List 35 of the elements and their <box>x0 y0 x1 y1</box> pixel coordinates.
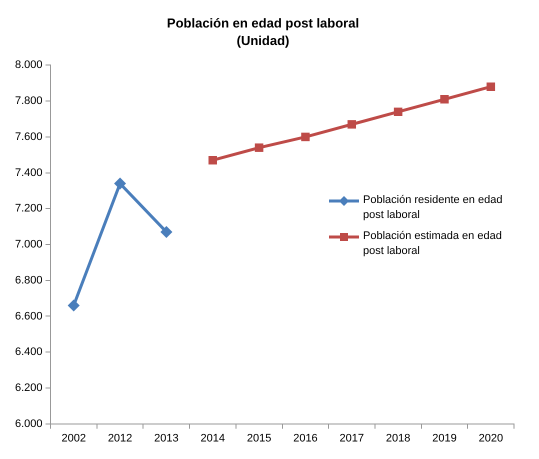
x-tick-label: 2016 <box>293 432 318 444</box>
y-tick-label: 7.000 <box>14 238 43 251</box>
point <box>114 178 126 190</box>
point <box>301 132 310 142</box>
x-tick-label: 2014 <box>200 432 225 444</box>
point <box>486 82 496 91</box>
legend-label: Población residente en edad post laboral <box>363 193 504 223</box>
y-tick-label: 6.000 <box>14 418 43 430</box>
point <box>348 120 356 129</box>
x-tick-label: 2019 <box>432 432 457 444</box>
x-tick-label: 2017 <box>340 432 364 444</box>
y-tick-label: 6.600 <box>14 310 43 322</box>
point <box>68 299 80 312</box>
y-tick-label: 6.800 <box>14 274 43 286</box>
chart-subtitle: (Unidad) <box>236 32 290 48</box>
x-tick-label: 2012 <box>108 432 132 444</box>
y-tick-label: 7.600 <box>14 130 43 143</box>
y-tick-label: 7.400 <box>14 166 43 179</box>
point <box>208 156 217 164</box>
y-tick-label: 7.200 <box>14 202 43 215</box>
x-tick-label: 2013 <box>154 432 179 444</box>
x-tick-label: 2020 <box>478 432 504 444</box>
y-tick-label: 8.000 <box>14 59 43 72</box>
y-tick-label: 7.800 <box>14 95 43 108</box>
point <box>254 143 264 152</box>
y-tick-label: 6.400 <box>14 346 43 358</box>
legend-label: Población estimada en edad post laboral <box>363 229 503 259</box>
x-tick-label: 2018 <box>386 432 410 444</box>
point <box>440 95 449 104</box>
x-tick-label: 2015 <box>246 432 272 444</box>
chart-title: Población en edad post laboral <box>166 15 360 30</box>
y-tick-label: 6.200 <box>14 382 43 394</box>
point <box>160 226 172 238</box>
x-tick-label: 2002 <box>61 432 86 444</box>
point <box>394 108 402 116</box>
